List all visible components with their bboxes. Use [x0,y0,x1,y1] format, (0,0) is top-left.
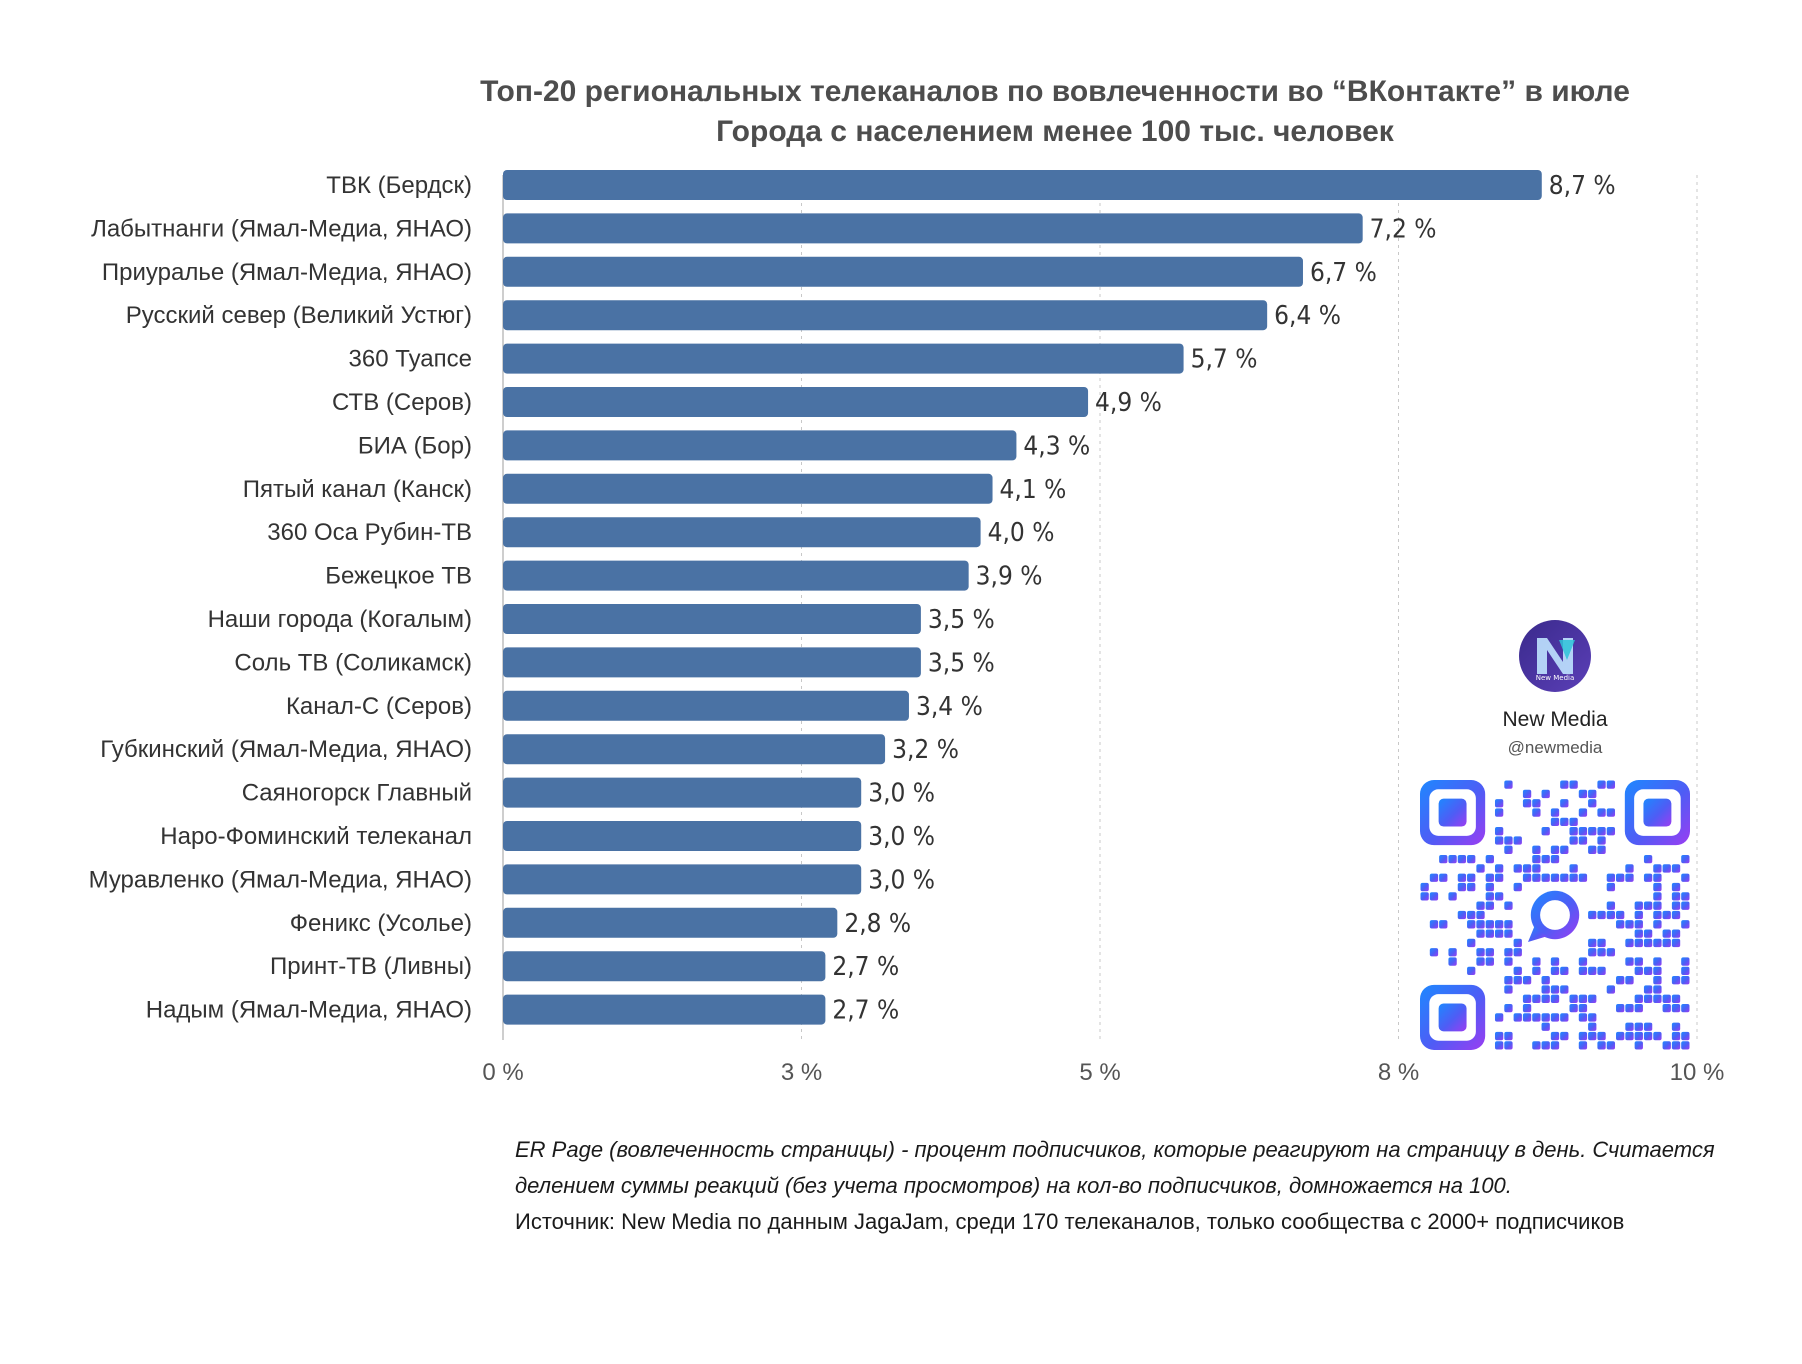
category-label: Муравленко (Ямал-Медиа, ЯНАО) [89,866,472,893]
category-label: Бежецкое ТВ [325,563,472,590]
value-label: 2,8 % [844,909,911,939]
category-label: 360 Туапсе [349,346,472,373]
value-label: 3,0 % [868,822,935,852]
category-label: Наши города (Когалым) [208,606,472,633]
value-label: 3,0 % [868,779,935,809]
bar [503,647,921,678]
category-label: Пятый канал (Канск) [243,476,472,503]
x-tick-label: 10 % [1670,1059,1725,1086]
bar [503,170,1542,200]
value-label: 3,5 % [928,605,995,635]
value-label: 4,3 % [1023,431,1090,461]
category-label: Русский север (Великий Устюг) [126,302,472,329]
bar [503,300,1268,331]
brand-block: New Media New Media @newmedia [1470,620,1640,758]
category-label: Приуралье (Ямал-Медиа, ЯНАО) [102,259,472,286]
category-label: Феникс (Усолье) [290,910,472,937]
value-label: 6,7 % [1310,258,1377,288]
qr-code [1420,780,1690,1050]
value-label: 4,9 % [1095,388,1162,418]
chart-title-line2: Города с населением менее 100 тыс. челов… [716,115,1394,148]
category-label: Наро-Фоминский телеканал [160,823,472,850]
category-label: Надым (Ямал-Медиа, ЯНАО) [146,997,472,1024]
bar [503,213,1363,244]
category-label: Лабытнанги (Ямал-Медиа, ЯНАО) [91,215,472,242]
brand-handle: @newmedia [1507,738,1603,757]
value-label: 4,0 % [988,518,1055,548]
er-definition-note: ER Page (вовлеченность страницы) - проце… [515,1137,1715,1198]
category-label: Канал-С (Серов) [286,693,472,720]
category-label: Принт-ТВ (Ливны) [270,953,472,980]
value-label: 2,7 % [832,952,899,982]
bar [503,777,862,808]
category-label: БИА (Бор) [358,432,472,459]
bar [503,343,1184,374]
value-label: 4,1 % [1000,475,1067,505]
category-label: Соль ТВ (Соликамск) [234,649,472,676]
brand-name: New Media [1502,708,1608,731]
chart-title: Топ-20 региональных телеканалов по вовле… [420,72,1690,152]
value-label: 3,5 % [928,648,995,678]
bar [503,734,886,765]
logo-text: New Media [1536,674,1575,682]
value-label: 3,2 % [892,735,959,765]
bar [503,256,1303,287]
bar [503,517,981,548]
value-label: 3,0 % [868,865,935,895]
value-label: 5,7 % [1191,345,1258,375]
bar [503,604,921,634]
chart-title-line1: Топ-20 региональных телеканалов по вовле… [480,75,1630,108]
bar [503,994,826,1025]
x-tick-label: 8 % [1378,1059,1419,1086]
new-media-logo: New Media [1519,620,1591,692]
value-label: 2,7 % [832,996,899,1026]
x-tick-label: 0 % [482,1059,523,1086]
x-tick-label: 3 % [781,1059,822,1086]
bar [503,690,909,721]
bar [503,821,862,851]
category-label: ТВК (Бердск) [326,172,472,199]
bar [503,864,862,895]
x-tick-label: 5 % [1079,1059,1120,1086]
category-label: Саяногорск Главный [242,780,472,807]
category-label: СТВ (Серов) [332,389,472,416]
value-label: 7,2 % [1370,214,1437,244]
bar [503,907,838,938]
category-label: Губкинский (Ямал-Медиа, ЯНАО) [100,736,472,763]
value-label: 6,4 % [1274,301,1341,331]
value-label: 3,9 % [976,562,1043,592]
bar [503,951,826,982]
bar [503,430,1017,461]
value-label: 3,4 % [916,692,983,722]
category-label: 360 Оса Рубин-ТВ [267,519,472,546]
value-label: 8,7 % [1549,171,1616,201]
chart-notes: ER Page (вовлеченность страницы) - проце… [515,1132,1715,1240]
source-note: Источник: New Media по данным JagaJam, с… [515,1209,1625,1234]
bar-chart: 0 % 3 % 5 % 8 % 10 % ТВК (Бердск) 8,7 % Лабытна… [89,170,1725,1086]
bar [503,387,1089,417]
bar [503,560,969,591]
bar [503,473,993,504]
